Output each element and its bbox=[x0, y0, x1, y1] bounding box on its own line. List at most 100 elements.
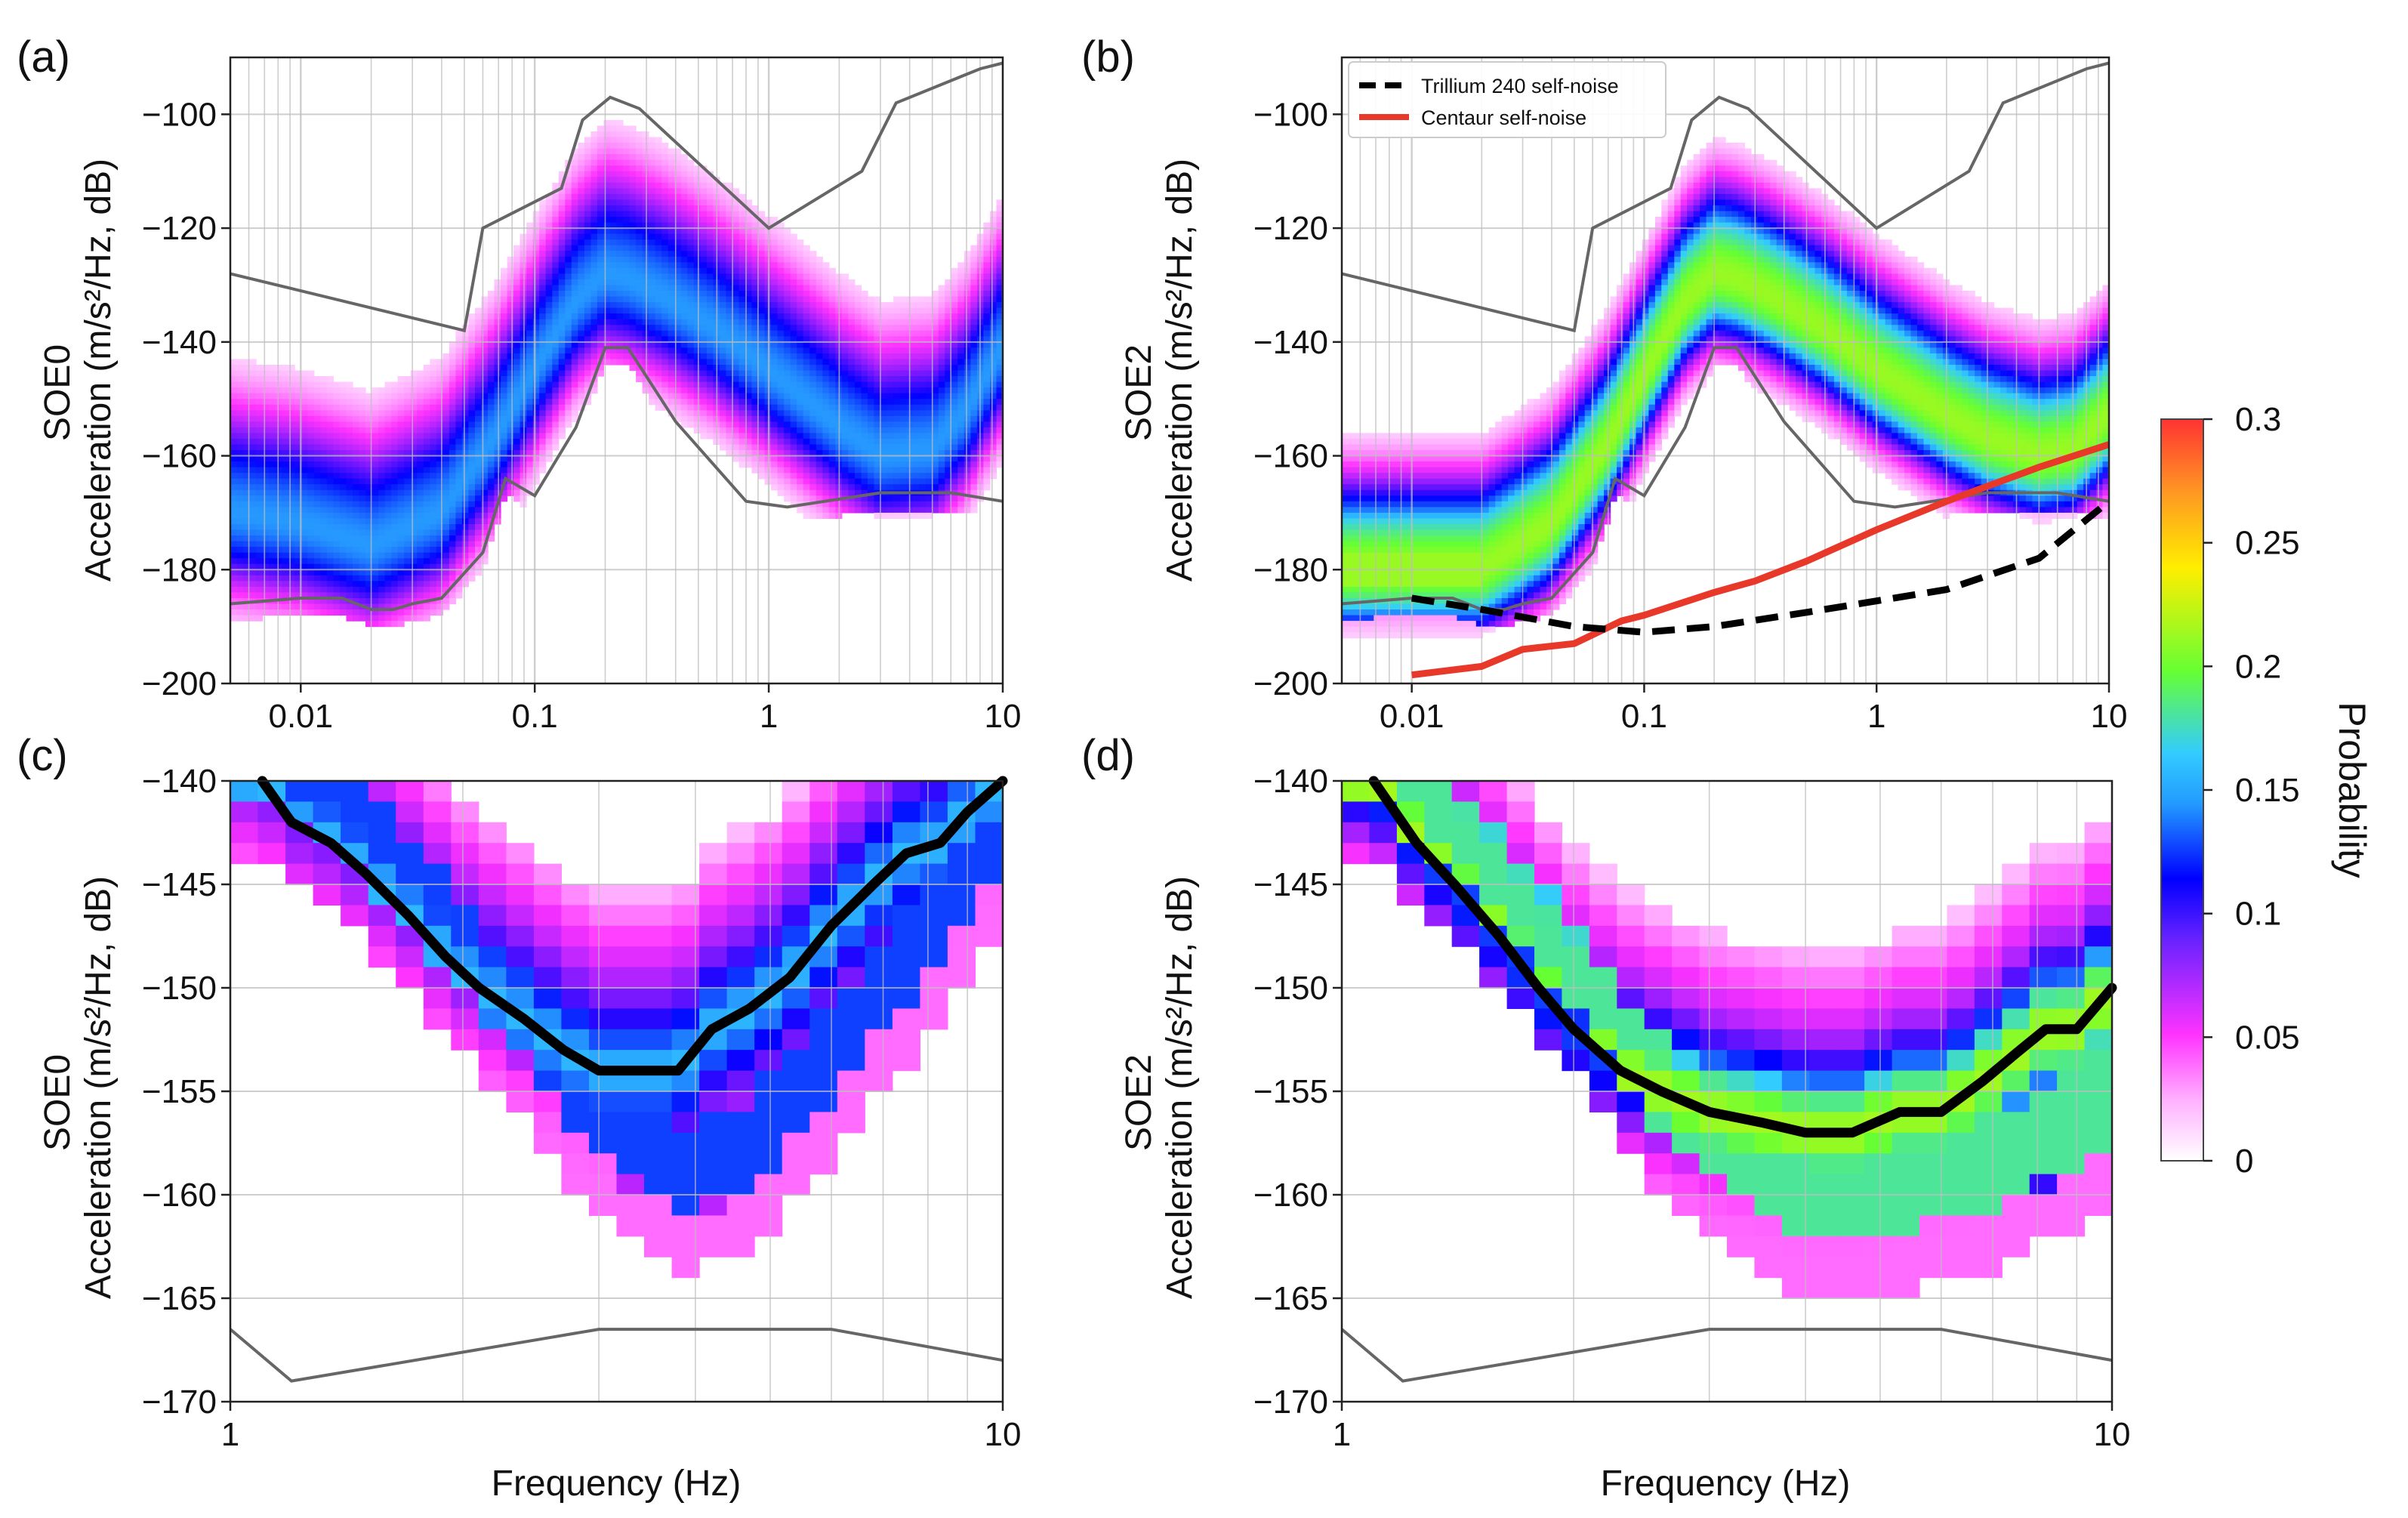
heatmap-cell bbox=[880, 399, 888, 406]
heatmap-cell bbox=[436, 581, 443, 588]
heatmap-cell bbox=[578, 393, 585, 400]
heatmap-cell bbox=[307, 484, 315, 491]
heatmap-cell bbox=[623, 279, 631, 285]
heatmap-cell bbox=[636, 262, 643, 269]
heatmap-cell bbox=[475, 387, 483, 394]
heatmap-cell bbox=[828, 473, 836, 480]
heatmap-cell bbox=[256, 467, 264, 474]
heatmap-cell bbox=[545, 421, 553, 428]
heatmap-cell bbox=[552, 307, 560, 314]
heatmap-cell bbox=[880, 302, 888, 309]
heatmap-cell bbox=[365, 575, 373, 582]
heatmap-cell bbox=[919, 410, 927, 417]
heatmap-cell bbox=[945, 433, 952, 440]
heatmap-cell bbox=[809, 404, 817, 411]
heatmap-cell bbox=[378, 393, 386, 400]
heatmap-cell bbox=[430, 575, 437, 582]
heatmap-cell bbox=[449, 473, 456, 480]
heatmap-cell bbox=[236, 484, 244, 491]
heatmap-cell bbox=[629, 137, 637, 143]
heatmap-cell bbox=[751, 336, 759, 343]
heatmap-cell bbox=[391, 512, 399, 519]
heatmap-cell bbox=[501, 473, 508, 480]
heatmap-cell bbox=[732, 302, 740, 309]
heatmap-cell bbox=[262, 455, 270, 462]
heatmap-cell bbox=[623, 159, 631, 166]
heatmap-cell bbox=[397, 529, 405, 536]
heatmap-cell bbox=[475, 461, 483, 468]
heatmap-cell bbox=[578, 365, 585, 372]
heatmap-cell bbox=[809, 495, 817, 502]
heatmap-cell bbox=[571, 381, 578, 388]
heatmap-cell bbox=[616, 177, 624, 184]
heatmap-cell bbox=[790, 267, 797, 274]
heatmap-cell bbox=[468, 473, 476, 480]
heatmap-cell bbox=[294, 461, 302, 468]
heatmap-cell bbox=[784, 376, 791, 383]
heatmap-cell bbox=[282, 387, 289, 394]
heatmap-cell bbox=[513, 273, 521, 280]
heatmap-cell bbox=[661, 359, 669, 366]
heatmap-cell bbox=[494, 455, 501, 462]
heatmap-cell bbox=[501, 279, 508, 285]
heatmap-cell bbox=[893, 404, 901, 411]
heatmap-cell bbox=[868, 330, 875, 337]
heatmap-cell bbox=[417, 484, 424, 491]
heatmap-cell bbox=[282, 473, 289, 480]
heatmap-cell bbox=[507, 461, 514, 468]
heatmap-cell bbox=[571, 193, 578, 200]
heatmap-cell bbox=[841, 393, 849, 400]
heatmap-cell bbox=[809, 438, 817, 445]
heatmap-cell bbox=[854, 489, 862, 496]
heatmap-cell bbox=[539, 296, 547, 303]
heatmap-cell bbox=[430, 603, 437, 610]
heatmap-cell bbox=[680, 222, 688, 229]
heatmap-cell bbox=[610, 159, 618, 166]
heatmap-cell bbox=[365, 512, 373, 519]
heatmap-cell bbox=[649, 217, 656, 224]
heatmap-cell bbox=[365, 393, 373, 400]
heatmap-cell bbox=[771, 353, 779, 359]
heatmap-cell bbox=[771, 433, 779, 440]
heatmap-cell bbox=[578, 291, 585, 298]
heatmap-cell bbox=[590, 279, 598, 285]
heatmap-cell bbox=[269, 558, 276, 565]
heatmap-cell bbox=[610, 325, 618, 332]
heatmap-cell bbox=[494, 410, 501, 417]
heatmap-cell bbox=[700, 199, 708, 206]
heatmap-cell bbox=[751, 347, 759, 354]
heatmap-cell bbox=[269, 381, 276, 388]
heatmap-cell bbox=[590, 387, 598, 394]
heatmap-cell bbox=[636, 376, 643, 383]
heatmap-cell bbox=[288, 484, 295, 491]
heatmap-cell bbox=[455, 347, 463, 354]
heatmap-cell bbox=[282, 461, 289, 468]
heatmap-cell bbox=[919, 370, 927, 377]
heatmap-cell bbox=[745, 273, 753, 280]
heatmap-cell bbox=[384, 489, 392, 496]
heatmap-cell bbox=[841, 410, 849, 417]
heatmap-cell bbox=[578, 347, 585, 354]
heatmap-cell bbox=[294, 370, 302, 377]
heatmap-cell bbox=[874, 296, 881, 303]
heatmap-cell bbox=[404, 393, 412, 400]
heatmap-cell bbox=[468, 489, 476, 496]
heatmap-cell bbox=[455, 541, 463, 548]
heatmap-cell bbox=[655, 330, 662, 337]
heatmap-cell bbox=[777, 302, 785, 309]
heatmap-cell bbox=[301, 535, 308, 542]
heatmap-cell bbox=[854, 444, 862, 451]
heatmap-cell bbox=[771, 228, 779, 235]
heatmap-cell bbox=[236, 609, 244, 616]
heatmap-cell bbox=[751, 359, 759, 366]
heatmap-cell bbox=[674, 154, 682, 161]
heatmap-cell bbox=[578, 370, 585, 377]
heatmap-cell bbox=[661, 262, 669, 269]
heatmap-cell bbox=[256, 415, 264, 422]
heatmap-cell bbox=[687, 267, 695, 274]
heatmap-cell bbox=[816, 336, 823, 343]
heatmap-cell bbox=[597, 291, 604, 298]
heatmap-cell bbox=[777, 393, 785, 400]
heatmap-cell bbox=[410, 484, 418, 491]
heatmap-cell bbox=[700, 325, 708, 332]
